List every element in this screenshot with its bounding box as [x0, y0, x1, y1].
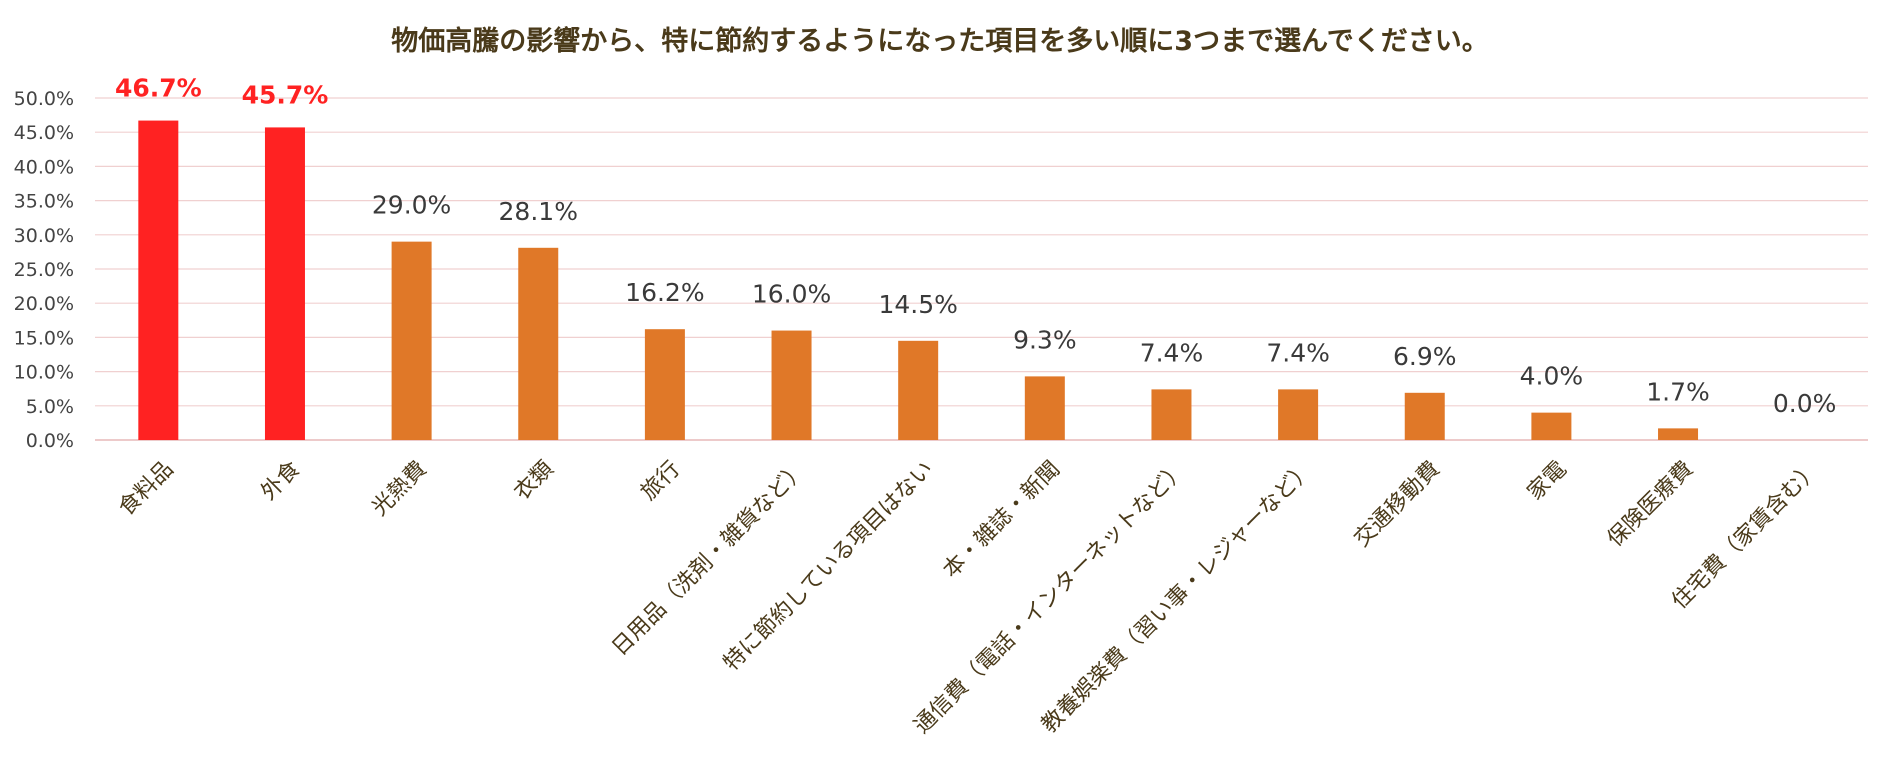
y-tick-label: 30.0% — [14, 225, 74, 247]
x-tick-label: 旅行 — [636, 457, 685, 506]
data-label: 29.0% — [372, 191, 451, 220]
x-tick-label: 本・雑誌・新聞 — [938, 457, 1065, 584]
x-tick-label: 光熱費 — [367, 457, 431, 521]
y-tick-label: 40.0% — [14, 156, 74, 178]
bar — [1404, 392, 1445, 440]
bar — [1658, 428, 1699, 440]
bar — [138, 120, 179, 441]
bar — [1278, 389, 1319, 440]
y-axis-ticks: 0.0% 5.0% 10.0% 15.0% 20.0% 25.0% 30.0% 35.0% 40… — [14, 88, 74, 452]
bar — [644, 329, 685, 440]
data-label: 46.7% — [115, 74, 202, 103]
bar — [264, 127, 305, 441]
bar — [1531, 412, 1572, 440]
data-label: 1.7% — [1646, 377, 1710, 406]
bar — [518, 247, 559, 440]
x-tick-label: 家電 — [1523, 457, 1572, 506]
x-tick-label: 交通移動費 — [1350, 457, 1445, 552]
x-tick-label: 保険医療費 — [1603, 457, 1698, 552]
y-tick-label: 25.0% — [14, 259, 74, 281]
data-label: 0.0% — [1773, 389, 1837, 418]
x-tick-label: 外食 — [256, 457, 305, 506]
bars — [138, 120, 1699, 441]
data-labels: 46.7% 45.7% 29.0% 28.1% 16.2% 16.0% 14.5% 9.3% 7… — [115, 74, 1836, 418]
bar — [898, 340, 939, 440]
data-label: 16.2% — [625, 278, 704, 307]
x-tick-label: 特に節約している項目はない — [719, 457, 938, 676]
data-label: 45.7% — [242, 80, 329, 109]
data-label: 14.5% — [878, 290, 957, 319]
bar — [1024, 376, 1065, 440]
bar — [391, 241, 432, 440]
data-label: 4.0% — [1520, 362, 1584, 391]
data-label: 7.4% — [1266, 338, 1330, 367]
x-tick-label: 通信費（電話・インターネットなど） — [910, 457, 1192, 739]
x-tick-label: 教養娯楽費（習い事・レジャーなど） — [1037, 457, 1318, 738]
data-label: 6.9% — [1393, 342, 1457, 371]
data-label: 7.4% — [1140, 338, 1204, 367]
chart-title: 物価高騰の影響から、特に節約するようになった項目を多い順に3つまで選んでください… — [391, 25, 1488, 57]
y-tick-label: 50.0% — [14, 88, 74, 110]
data-label: 16.0% — [752, 280, 831, 309]
y-tick-label: 10.0% — [14, 362, 74, 384]
y-tick-label: 0.0% — [26, 430, 74, 452]
bar — [771, 330, 812, 440]
x-tick-label: 衣類 — [510, 457, 559, 506]
y-tick-label: 5.0% — [26, 396, 74, 418]
bar — [1151, 389, 1192, 440]
y-tick-label: 15.0% — [14, 327, 74, 349]
y-tick-label: 45.0% — [14, 122, 74, 144]
x-tick-label: 食料品 — [114, 457, 178, 521]
data-label: 9.3% — [1013, 325, 1077, 354]
y-tick-label: 35.0% — [14, 191, 74, 213]
y-tick-label: 20.0% — [14, 293, 74, 315]
data-label: 28.1% — [499, 197, 578, 226]
gridlines — [95, 97, 1868, 441]
